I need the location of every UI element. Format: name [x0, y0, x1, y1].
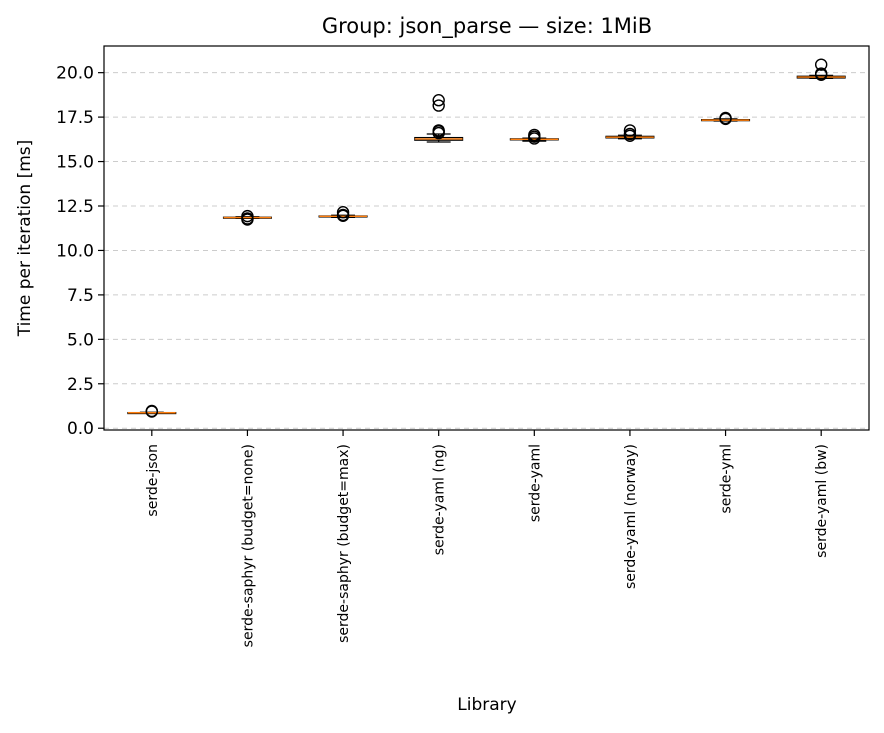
box-group-8 [796, 58, 846, 82]
box-group-3 [318, 206, 368, 222]
x-tick-label: serde-yaml [527, 444, 543, 522]
plot-frame [103, 45, 870, 431]
x-tick-label: serde-yaml (bw) [814, 444, 830, 558]
x-axis-label: Library [457, 695, 516, 715]
outlier-point [814, 58, 828, 71]
y-tick-label: 10.0 [56, 241, 94, 261]
y-tick-label: 17.5 [56, 108, 94, 128]
outlier-point [814, 67, 828, 80]
x-tick-label: serde-yaml (norway) [623, 444, 639, 589]
outlier-point [241, 209, 254, 223]
y-tick-label: 5.0 [67, 330, 94, 350]
outlier-point [719, 111, 732, 125]
y-tick-label: 15.0 [56, 153, 94, 173]
y-tick-label: 20.0 [56, 64, 94, 84]
box-group-7 [701, 111, 751, 126]
box-group-1 [127, 404, 177, 418]
box-group-2 [222, 209, 272, 226]
outlier-point [432, 124, 445, 137]
x-tick-label: serde-json [145, 444, 161, 517]
outlier-point [623, 124, 637, 137]
y-axis-label: Time per iteration [ms] [15, 140, 35, 338]
x-tick-label: serde-saphyr (budget=max) [336, 444, 352, 643]
axis-layer: 0.0 2.5 5.0 7.5 10.0 12.5 15.0 17.5 20.0 serde-js… [56, 64, 830, 648]
x-tick-label: serde-yaml (ng) [432, 444, 448, 555]
outlier-point [336, 206, 350, 219]
y-tick-label: 7.5 [67, 286, 94, 306]
y-tick-label: 2.5 [67, 375, 94, 395]
outlier-point [432, 99, 445, 112]
outlier-point [623, 127, 637, 141]
outlier-point [528, 128, 541, 142]
y-tick-label: 12.5 [56, 197, 94, 217]
x-tick-label: serde-yml [719, 444, 735, 514]
x-tick-label: serde-saphyr (budget=none) [240, 444, 256, 647]
box-layer [127, 58, 846, 418]
y-tick-label: 0.0 [67, 419, 94, 439]
outlier-point [145, 404, 159, 418]
box-group-4 [414, 94, 464, 143]
box-group-5 [509, 128, 559, 145]
grid-layer [104, 72, 869, 429]
chart-title: Group: json_parse — size: 1MiB [322, 14, 652, 39]
box-group-6 [605, 124, 655, 142]
outlier-point [432, 94, 445, 107]
